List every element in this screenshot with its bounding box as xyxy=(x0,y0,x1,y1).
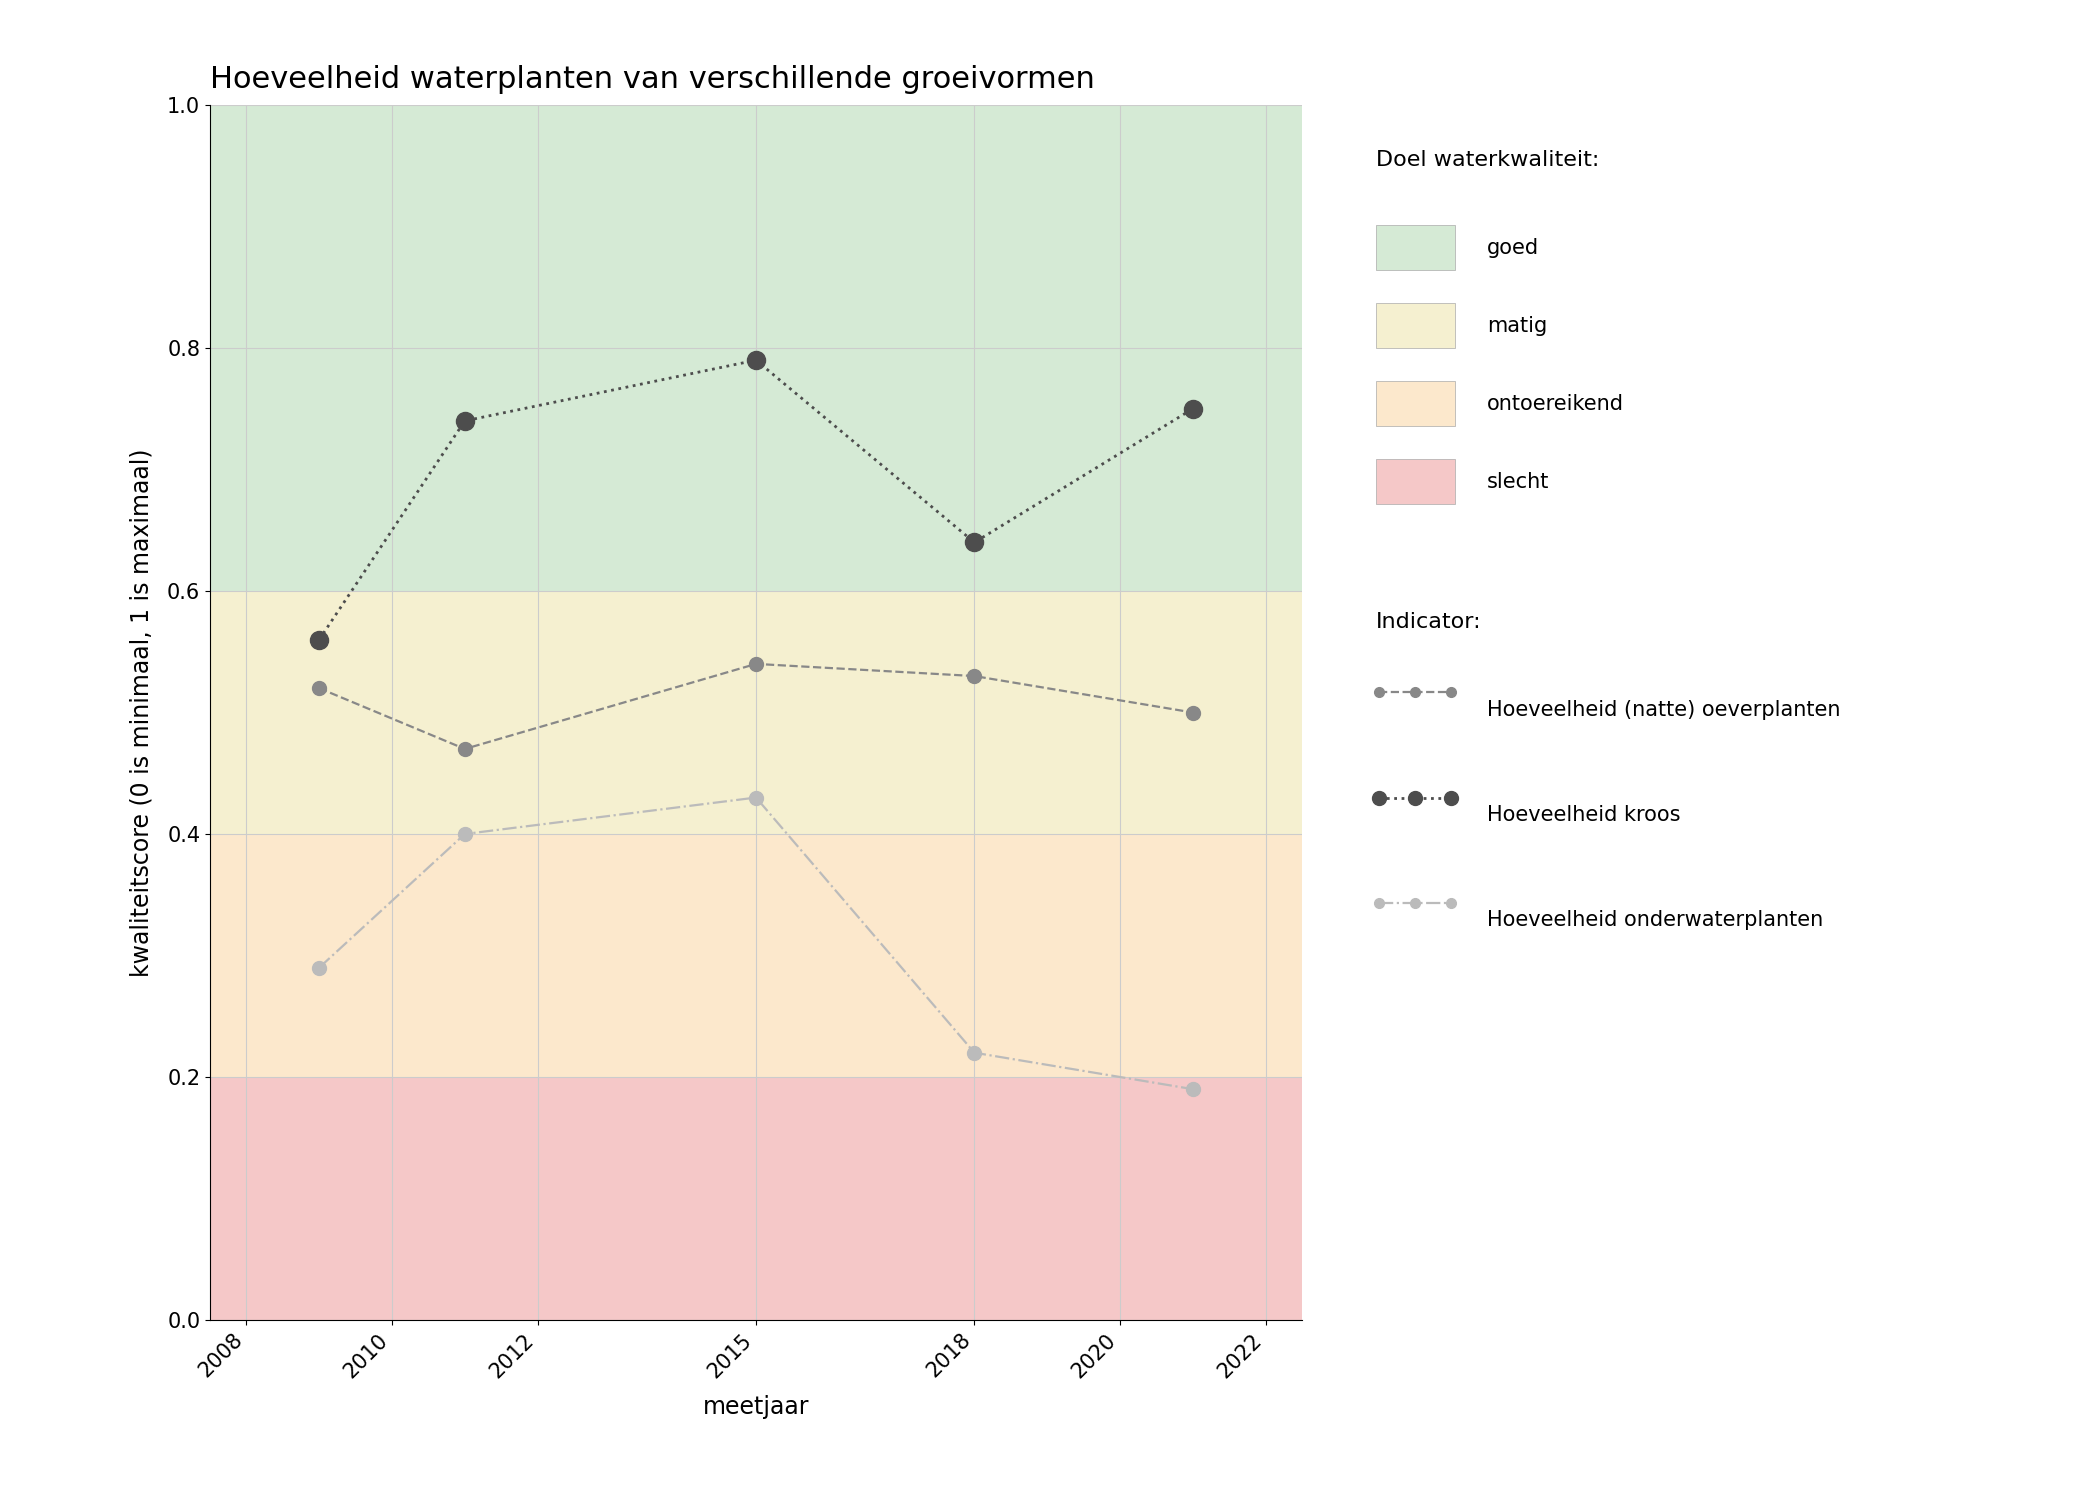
Bar xyxy=(210,591,1302,834)
Text: Hoeveelheid onderwaterplanten: Hoeveelheid onderwaterplanten xyxy=(1487,910,1823,930)
Text: goed: goed xyxy=(1487,237,1539,258)
Text: Indicator:: Indicator: xyxy=(1376,612,1480,632)
Text: Hoeveelheid waterplanten van verschillende groeivormen: Hoeveelheid waterplanten van verschillen… xyxy=(210,66,1094,94)
Bar xyxy=(210,834,1302,1077)
Text: Hoeveelheid kroos: Hoeveelheid kroos xyxy=(1487,806,1680,825)
Bar xyxy=(210,1077,1302,1320)
Bar xyxy=(210,105,1302,591)
Text: Doel waterkwaliteit:: Doel waterkwaliteit: xyxy=(1376,150,1598,170)
Y-axis label: kwaliteitscore (0 is minimaal, 1 is maximaal): kwaliteitscore (0 is minimaal, 1 is maxi… xyxy=(128,448,153,976)
X-axis label: meetjaar: meetjaar xyxy=(704,1395,808,1419)
Text: ontoereikend: ontoereikend xyxy=(1487,393,1623,414)
Text: Hoeveelheid (natte) oeverplanten: Hoeveelheid (natte) oeverplanten xyxy=(1487,699,1840,720)
Text: matig: matig xyxy=(1487,315,1548,336)
Text: slecht: slecht xyxy=(1487,471,1550,492)
